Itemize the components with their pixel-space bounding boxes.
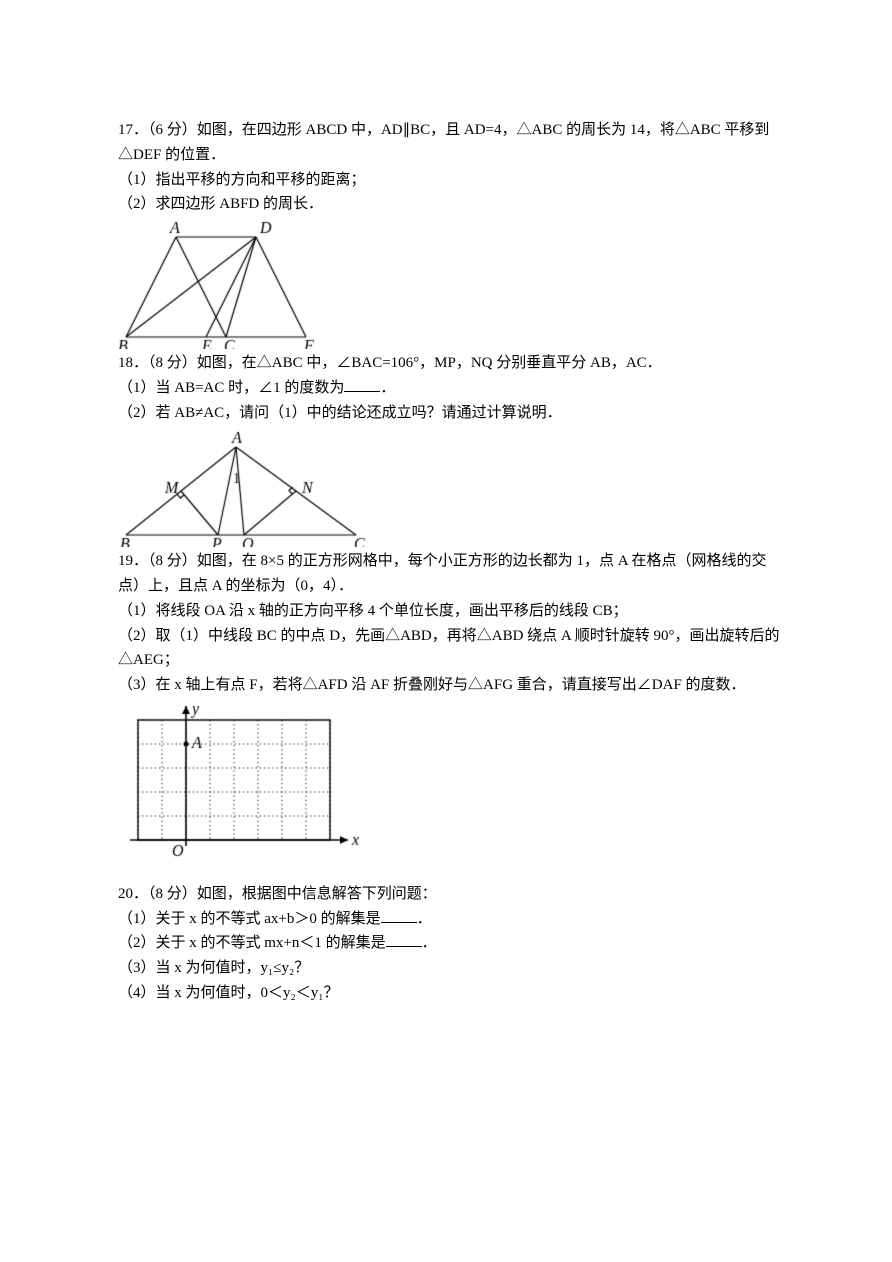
q19-part2: （2）取（1）中线段 BC 的中点 D，先画△ABD，再将△ABD 绕点 A 顺… [118, 624, 782, 674]
q18-part2: （2）若 AB≠AC，请问（1）中的结论还成立吗？请通过计算说明． [118, 401, 782, 426]
page: 17．（6 分）如图，在四边形 ABCD 中，AD∥BC，且 AD=4，△ABC… [0, 0, 892, 1066]
q20-stem: 20．（8 分）如图，根据图中信息解答下列问题： [118, 882, 782, 907]
q18-figure [118, 427, 378, 547]
q19-stem: 19．（8 分）如图，在 8×5 的正方形网格中，每个小正方形的边长都为 1，点… [118, 549, 782, 599]
q20-number: 20． [118, 886, 148, 902]
q19-number: 19． [118, 553, 148, 569]
q17-number: 17． [118, 122, 148, 138]
q20-part4: （4）当 x 为何值时，0＜y₂＜y₁？ [118, 981, 782, 1006]
q20-part1: （1）关于 x 的不等式 ax+b＞0 的解集是 ． [118, 907, 782, 932]
q18-number: 18． [118, 355, 148, 371]
q18-blank [344, 376, 380, 392]
q18-stem: 18．（8 分）如图，在△ABC 中，∠BAC=106°，MP，NQ 分别垂直平… [118, 351, 782, 376]
q20-part1-b: ． [417, 911, 432, 927]
q20-blank-2 [386, 931, 422, 947]
q18-part1-a: （1）当 AB=AC 时，∠1 的度数为 [118, 380, 344, 396]
q20-blank-1 [381, 907, 417, 923]
q20-text: （8 分）如图，根据图中信息解答下列问题： [148, 886, 437, 902]
q17-stem: 17．（6 分）如图，在四边形 ABCD 中，AD∥BC，且 AD=4，△ABC… [118, 118, 782, 168]
q19-part3: （3）在 x 轴上有点 F，若将△AFD 沿 AF 折叠刚好与△AFG 重合，请… [118, 673, 782, 698]
q19-text: （8 分）如图，在 8×5 的正方形网格中，每个小正方形的边长都为 1，点 A … [118, 553, 766, 594]
q18-part1: （1）当 AB=AC 时，∠1 的度数为 ． [118, 376, 782, 401]
q20-part3: （3）当 x 为何值时，y₁≤y₂？ [118, 956, 782, 981]
q20-part2-b: ． [422, 935, 437, 951]
q17-figure [118, 219, 348, 349]
q20-part2-a: （2）关于 x 的不等式 mx+n＜1 的解集是 [118, 935, 386, 951]
q18-part1-b: ． [380, 380, 395, 396]
q20-part1-a: （1）关于 x 的不等式 ax+b＞0 的解集是 [118, 911, 381, 927]
q17-part2: （2）求四边形 ABFD 的周长． [118, 192, 782, 217]
q17-text: （6 分）如图，在四边形 ABCD 中，AD∥BC，且 AD=4，△ABC 的周… [118, 122, 769, 163]
q20-part2: （2）关于 x 的不等式 mx+n＜1 的解集是 ． [118, 931, 782, 956]
q17-part1: （1）指出平移的方向和平移的距离； [118, 168, 782, 193]
q18-text: （8 分）如图，在△ABC 中，∠BAC=106°，MP，NQ 分别垂直平分 A… [148, 355, 662, 371]
q19-part1: （1）将线段 OA 沿 x 轴的正方向平移 4 个单位长度，画出平移后的线段 C… [118, 599, 782, 624]
q19-figure [118, 700, 378, 880]
